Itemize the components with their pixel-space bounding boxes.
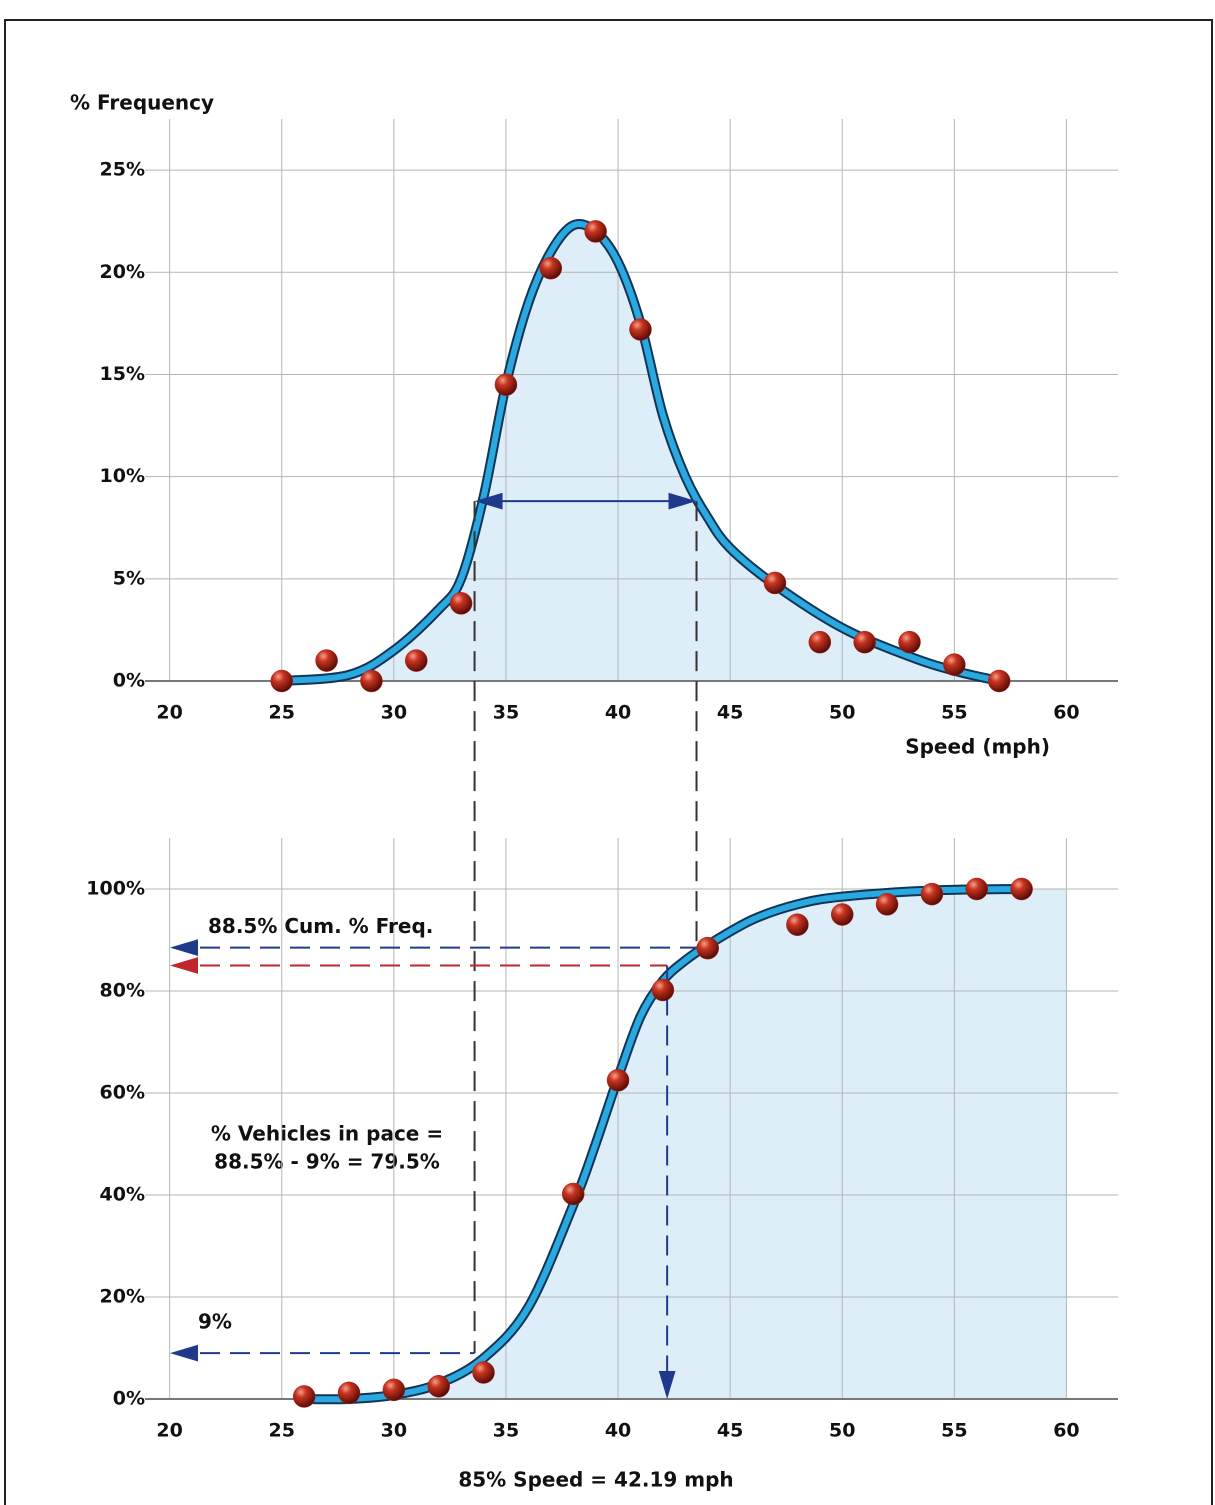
- data-point: [853, 630, 876, 654]
- x-tick-label: 45: [717, 702, 743, 724]
- data-point: [360, 669, 383, 693]
- data-point: [337, 1381, 361, 1405]
- x-tick-label: 50: [829, 1420, 855, 1442]
- data-point: [875, 893, 899, 916]
- data-point: [920, 882, 944, 906]
- arrow-head: [474, 492, 503, 510]
- arrow-head: [170, 939, 198, 957]
- x-tick-label: 60: [1053, 702, 1079, 724]
- x-tick-label: 20: [156, 1420, 182, 1442]
- data-point: [965, 877, 989, 901]
- arrow-head: [658, 1371, 676, 1399]
- data-point: [449, 592, 473, 615]
- data-point: [315, 649, 338, 672]
- y-axis-label: % Frequency: [70, 91, 214, 115]
- data-point: [651, 978, 675, 1002]
- arrow-head: [170, 957, 198, 974]
- annotation: 85% Speed = 42.19 mph: [458, 1468, 733, 1492]
- y-tick-label: 80%: [100, 980, 145, 1002]
- x-axis-label: Speed (mph): [905, 735, 1050, 759]
- data-point: [987, 669, 1011, 693]
- x-tick-label: 60: [1053, 1420, 1079, 1442]
- x-tick-label: 20: [156, 702, 182, 724]
- x-tick-label: 55: [941, 1420, 967, 1442]
- x-tick-label: 55: [941, 702, 967, 724]
- y-tick-label: 0%: [113, 670, 145, 692]
- data-point: [561, 1182, 585, 1206]
- data-point: [427, 1375, 450, 1398]
- y-tick-label: 60%: [100, 1082, 145, 1104]
- area-fill: [304, 889, 1067, 1399]
- annotation: % Vehicles in pace =: [211, 1122, 443, 1146]
- x-tick-label: 40: [605, 1420, 631, 1442]
- annotation: 9%: [198, 1310, 232, 1334]
- data-point: [494, 373, 518, 396]
- frame: [4, 19, 1213, 1505]
- data-point: [382, 1378, 406, 1402]
- data-point: [1010, 877, 1033, 901]
- x-tick-label: 30: [381, 702, 407, 724]
- x-tick-label: 50: [829, 702, 855, 724]
- y-tick-label: 25%: [100, 159, 145, 181]
- data-point: [943, 653, 966, 676]
- data-point: [786, 913, 809, 936]
- arrow-head: [170, 1344, 198, 1362]
- data-point: [270, 669, 294, 693]
- y-tick-label: 0%: [113, 1388, 145, 1410]
- data-point: [539, 256, 563, 280]
- y-tick-label: 100%: [86, 878, 145, 900]
- y-tick-label: 20%: [100, 261, 145, 283]
- y-tick-label: 15%: [100, 363, 145, 385]
- data-point: [898, 630, 921, 654]
- data-point: [606, 1069, 630, 1092]
- y-tick-label: 5%: [113, 567, 145, 589]
- data-point: [696, 936, 719, 960]
- x-tick-label: 30: [381, 1420, 407, 1442]
- data-point: [763, 571, 787, 595]
- y-tick-label: 40%: [100, 1184, 145, 1206]
- curve: [278, 220, 1003, 684]
- x-tick-label: 35: [493, 702, 519, 724]
- annotation: 88.5% Cum. % Freq.: [208, 914, 433, 938]
- x-tick-label: 35: [493, 1420, 519, 1442]
- x-tick-label: 25: [269, 1420, 295, 1442]
- data-point: [808, 630, 832, 654]
- annotation: 88.5% - 9% = 79.5%: [214, 1150, 440, 1174]
- data-point: [405, 649, 428, 672]
- area-fill: [281, 225, 1000, 681]
- x-tick-label: 25: [269, 702, 295, 724]
- x-tick-label: 45: [717, 1420, 743, 1442]
- y-tick-label: 20%: [100, 1286, 145, 1308]
- data-point: [292, 1385, 316, 1408]
- data-point: [584, 220, 607, 243]
- x-tick-label: 40: [605, 702, 631, 724]
- data-point: [629, 318, 652, 341]
- data-point: [472, 1361, 495, 1384]
- arrow-head: [668, 492, 697, 510]
- data-point: [830, 903, 854, 926]
- y-tick-label: 10%: [100, 465, 145, 487]
